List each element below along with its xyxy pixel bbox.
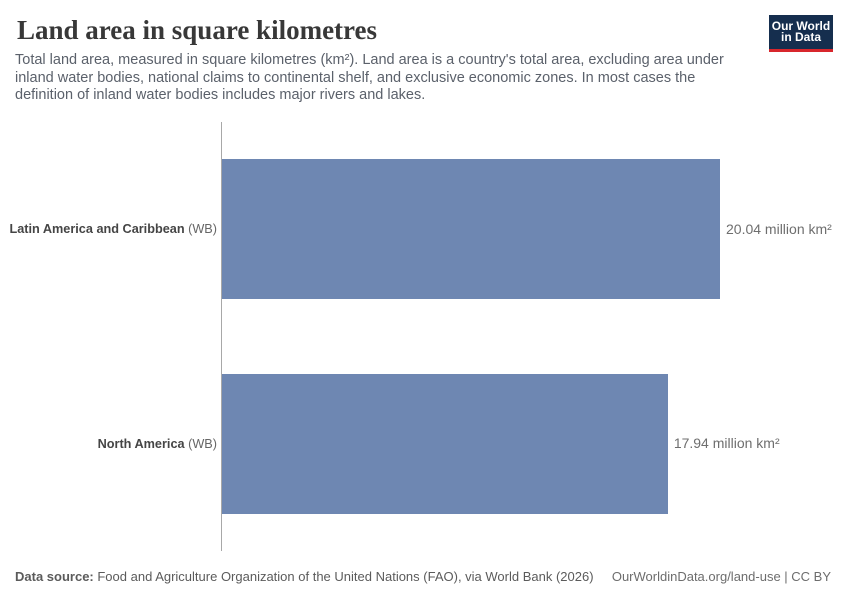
data-source-text: Food and Agriculture Organization of the… [93, 569, 594, 584]
entity-name: North America [97, 436, 185, 451]
entity-suffix: (WB) [184, 436, 217, 451]
chart-header: Land area in square kilometres Total lan… [15, 14, 724, 105]
chart-subtitle-line: definition of inland water bodies includ… [15, 87, 426, 103]
owid-logo: Our World in Data [769, 15, 833, 52]
chart-subtitle: Total land area, measured in square kilo… [15, 52, 724, 105]
owid-url-license[interactable]: OurWorldinData.org/land-use | CC BY [611, 569, 831, 584]
entity-name: Latin America and Caribbean [9, 222, 185, 237]
entity-label: North America (WB) [0, 436, 217, 452]
entity-label: Latin America and Caribbean (WB) [0, 221, 217, 237]
owid-logo-line1: Our World [771, 19, 831, 33]
chart-subtitle-line: Total land area, measured in square kilo… [15, 52, 724, 68]
entity-suffix: (WB) [184, 222, 217, 237]
bar-latin-america-and-caribbean[interactable] [222, 159, 720, 300]
value-label: 17.94 million km² [673, 435, 780, 452]
bar-north-america[interactable] [222, 373, 668, 514]
y-axis-line [221, 122, 222, 551]
chart-title: Land area in square kilometres [17, 15, 378, 45]
owid-logo-line2: in Data [780, 30, 821, 44]
value-label: 20.04 million km² [726, 220, 832, 237]
chart-footer: Data source: Food and Agriculture Organi… [15, 569, 831, 584]
data-source-note: Data source: Food and Agriculture Organi… [15, 569, 594, 584]
data-source-label: Data source: [15, 569, 94, 584]
chart-subtitle-line: inland water bodies, national claims to … [15, 69, 696, 86]
